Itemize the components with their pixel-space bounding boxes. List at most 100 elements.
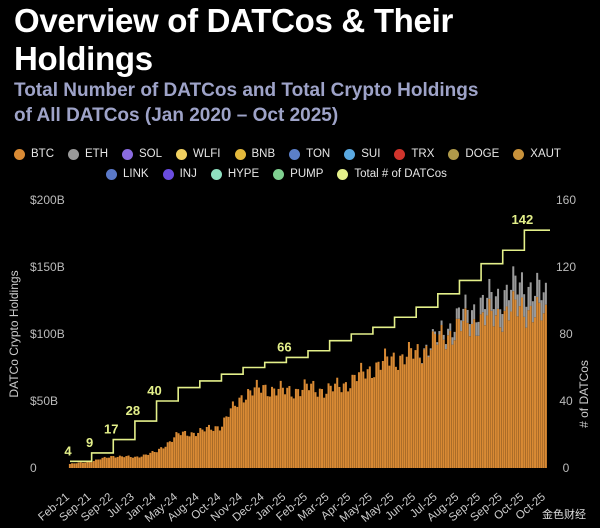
btc-bar bbox=[79, 462, 82, 468]
eth-bar bbox=[527, 286, 530, 311]
btc-bar bbox=[255, 379, 258, 468]
btc-bar bbox=[344, 382, 347, 468]
y-tick-label: $200B bbox=[30, 193, 65, 207]
eth-bar bbox=[488, 278, 491, 299]
btc-bar bbox=[203, 431, 206, 468]
btc-bar bbox=[512, 291, 515, 468]
btc-bar bbox=[410, 348, 413, 468]
btc-bar bbox=[444, 349, 447, 468]
legend-swatch bbox=[162, 168, 174, 180]
btc-bar bbox=[368, 366, 371, 468]
btc-bar bbox=[338, 386, 341, 468]
btc-bar bbox=[360, 362, 363, 468]
btc-bar bbox=[453, 340, 456, 468]
eth-bar bbox=[544, 282, 547, 305]
eth-bar bbox=[453, 331, 456, 341]
y-tick-label: $150B bbox=[30, 260, 65, 274]
btc-bar bbox=[268, 396, 271, 468]
legend-label: HYPE bbox=[227, 168, 260, 180]
eth-bar bbox=[431, 329, 434, 332]
legend-swatch bbox=[344, 148, 356, 160]
btc-bar bbox=[108, 457, 111, 468]
legend-item-xaut: XAUT bbox=[513, 148, 561, 160]
legend-item-wlfi: WLFI bbox=[176, 148, 221, 160]
btc-bar bbox=[247, 389, 250, 468]
btc-bar bbox=[540, 320, 543, 468]
btc-bar bbox=[544, 304, 547, 468]
btc-bar bbox=[242, 402, 245, 468]
btc-bar bbox=[90, 462, 93, 468]
eth-bar bbox=[455, 308, 458, 319]
btc-bar bbox=[266, 396, 269, 468]
eth-bar bbox=[484, 309, 487, 326]
eth-bar bbox=[457, 307, 460, 319]
eth-bar bbox=[444, 344, 447, 350]
btc-bar bbox=[357, 372, 360, 468]
btc-bar bbox=[286, 387, 289, 468]
btc-bar bbox=[314, 392, 317, 468]
btc-bar bbox=[484, 325, 487, 468]
btc-bar bbox=[470, 323, 473, 468]
btc-bar bbox=[305, 383, 308, 468]
btc-bar bbox=[194, 436, 197, 468]
legend-label: TON bbox=[306, 148, 331, 160]
btc-bar bbox=[162, 448, 165, 468]
btc-bar bbox=[88, 461, 91, 468]
btc-bar bbox=[351, 374, 354, 468]
btc-bar bbox=[455, 318, 458, 468]
eth-bar bbox=[451, 337, 454, 345]
eth-bar bbox=[490, 292, 493, 311]
btc-bar bbox=[140, 456, 143, 468]
btc-bar bbox=[405, 356, 408, 468]
eth-bar bbox=[525, 306, 528, 328]
btc-bar bbox=[75, 463, 78, 468]
eth-bar bbox=[492, 309, 495, 327]
btc-bar bbox=[144, 454, 147, 468]
eth-bar bbox=[507, 300, 510, 321]
btc-bar bbox=[342, 383, 345, 468]
eth-bar bbox=[512, 266, 515, 292]
eth-bar bbox=[423, 348, 426, 350]
btc-bar bbox=[503, 310, 506, 468]
y2-tick-label: 40 bbox=[559, 394, 573, 408]
btc-bar bbox=[212, 430, 215, 468]
btc-bar bbox=[294, 388, 297, 468]
btc-bar bbox=[71, 463, 74, 468]
btc-bar bbox=[86, 461, 89, 468]
eth-bar bbox=[438, 331, 441, 335]
btc-bar bbox=[177, 433, 180, 468]
btc-bar bbox=[490, 310, 493, 468]
btc-bar bbox=[486, 315, 489, 468]
count-annotation: 9 bbox=[86, 435, 93, 450]
btc-bar bbox=[73, 463, 76, 468]
btc-bar bbox=[451, 344, 454, 468]
eth-bar bbox=[447, 328, 450, 336]
btc-bar bbox=[94, 459, 97, 468]
watermark: 金色财经 bbox=[542, 509, 586, 521]
legend-item-hype: HYPE bbox=[210, 168, 260, 180]
eth-bar bbox=[505, 284, 508, 307]
btc-bar bbox=[168, 441, 171, 468]
eth-bar bbox=[464, 294, 467, 309]
btc-bar bbox=[377, 361, 380, 468]
btc-bar bbox=[249, 390, 252, 468]
y2-tick-label: 160 bbox=[556, 193, 576, 207]
btc-bar bbox=[160, 447, 163, 468]
btc-bar bbox=[497, 308, 500, 468]
eth-bar bbox=[425, 344, 428, 347]
eth-bar bbox=[466, 309, 469, 323]
legend-item-eth: ETH bbox=[68, 148, 108, 160]
btc-bar bbox=[110, 456, 113, 468]
btc-bar bbox=[407, 342, 410, 468]
btc-bar bbox=[279, 380, 282, 468]
btc-bar bbox=[429, 350, 432, 468]
btc-bar bbox=[310, 383, 313, 468]
btc-bar bbox=[303, 379, 306, 468]
btc-bar bbox=[149, 452, 152, 468]
legend: BTC ETH SOL WLFI BNB TON SUI TRX DOGE XAUT LINK IN… bbox=[14, 144, 590, 184]
legend-row: LINK INJ HYPE PUMP Total # of DATCos bbox=[14, 164, 590, 184]
btc-bar bbox=[331, 391, 334, 468]
count-annotation: 142 bbox=[512, 212, 534, 227]
btc-bar bbox=[229, 408, 232, 468]
btc-bar bbox=[123, 457, 126, 468]
